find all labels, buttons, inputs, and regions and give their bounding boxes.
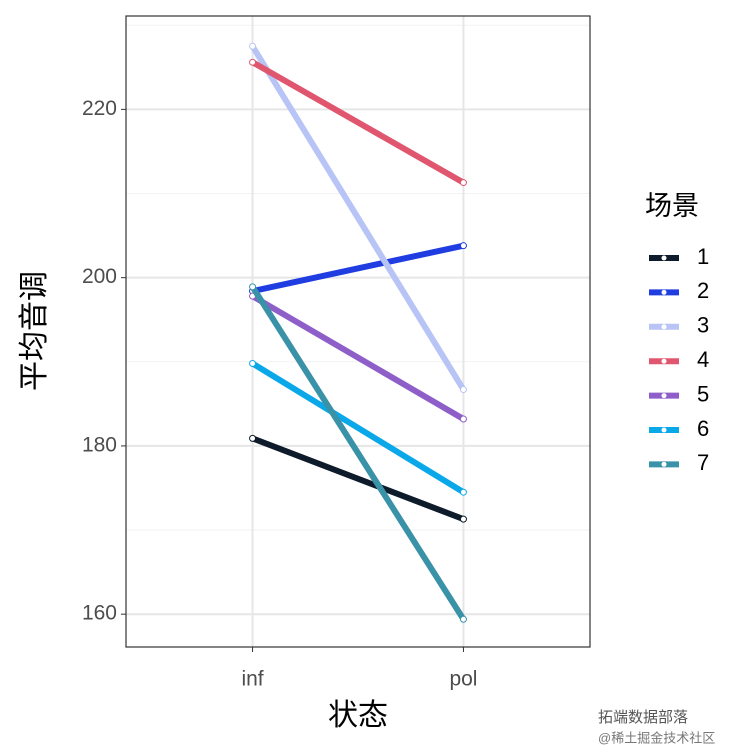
- point: [249, 42, 257, 50]
- point: [459, 615, 467, 623]
- point: [249, 58, 257, 66]
- point: [459, 179, 467, 187]
- line: [251, 293, 465, 422]
- legend-label: 1: [697, 244, 709, 269]
- point: [249, 283, 257, 291]
- y-tick-label: 220: [82, 97, 117, 120]
- legend-label: 5: [697, 381, 709, 406]
- point: [249, 434, 257, 442]
- point: [459, 386, 467, 394]
- x-tick-label: pol: [449, 668, 477, 691]
- legend-key-point: [661, 324, 667, 330]
- line: [251, 435, 465, 522]
- legend-label: 2: [697, 278, 709, 303]
- line: [251, 59, 465, 186]
- legend-key-point: [661, 289, 667, 295]
- point: [459, 242, 467, 250]
- line: [249, 44, 467, 392]
- point: [249, 359, 257, 367]
- legend-label: 6: [697, 416, 709, 441]
- legend-title: 场景: [645, 191, 699, 221]
- line: [251, 242, 465, 295]
- legend-label: 7: [697, 450, 709, 475]
- legend-key-point: [661, 255, 667, 261]
- legend-key-point: [661, 461, 667, 467]
- legend-label: 4: [697, 347, 709, 372]
- y-tick-label: 200: [82, 265, 117, 288]
- legend-label: 3: [697, 313, 709, 338]
- line: [250, 360, 466, 495]
- x-tick-label: inf: [241, 668, 263, 691]
- watermark: 拓端数据部落: [598, 709, 688, 726]
- y-tick-label: 180: [82, 433, 117, 456]
- point: [459, 515, 467, 523]
- x-axis-label: 状态: [328, 699, 388, 732]
- legend-key-point: [661, 358, 667, 364]
- y-tick-label: 160: [82, 602, 117, 625]
- point: [459, 415, 467, 423]
- watermark: @稀土掘金技术社区: [598, 730, 715, 745]
- legend-key-point: [661, 393, 667, 399]
- line: [250, 285, 466, 621]
- legend-key-point: [661, 427, 667, 433]
- y-axis-label: 平均音调: [18, 271, 51, 391]
- plot-border: [125, 15, 591, 648]
- point: [459, 488, 467, 496]
